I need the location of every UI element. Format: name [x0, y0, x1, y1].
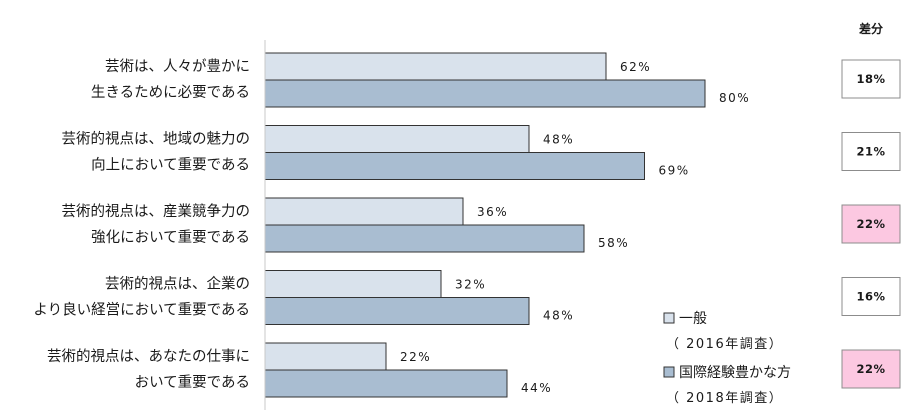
bar-value-label: 48% [543, 133, 574, 147]
difference-value: 22% [856, 362, 885, 376]
category-label: 芸術的視点は、産業競争力の [62, 202, 251, 220]
legend-swatch [663, 366, 675, 378]
difference-box [841, 349, 901, 389]
bars: 62% 80% 48% 69% 36% 58% 32% 48% 22% 44% [264, 52, 750, 398]
bar-value-label: 48% [543, 309, 574, 323]
difference-box [841, 204, 901, 244]
bar-value-label: 62% [620, 60, 651, 74]
category-label: おいて重要である [135, 374, 250, 391]
difference-title: 差分 [858, 21, 883, 36]
bar-value-label: 69% [659, 164, 690, 178]
legend-series-name: 国際経験豊かな方 [679, 365, 791, 381]
bar-general [264, 197, 464, 226]
legend-series-sub: （ 2018年調査） [666, 391, 783, 406]
category-label: 芸術的視点は、地域の魅力の [62, 131, 251, 148]
legend: 一般 （ 2016年調査） 国際経験豊かな方 （ 2018年調査） [663, 311, 791, 406]
bar-general [264, 52, 607, 81]
difference-value: 16% [856, 290, 885, 304]
difference-value: 22% [856, 217, 885, 231]
bar-international [264, 369, 508, 398]
bar-value-label: 22% [400, 350, 431, 364]
category-label: より良い経営において重要である [33, 302, 250, 319]
category-label: 向上において重要である [91, 157, 250, 174]
category-label: 芸術は、人々が豊かに [105, 58, 250, 75]
category-labels: 芸術は、人々が豊かに生きるために必要である芸術的視点は、地域の魅力の向上において… [33, 58, 250, 391]
legend-swatch [663, 312, 675, 324]
bar-value-label: 44% [521, 381, 552, 395]
category-label: 生きるために必要である [91, 84, 250, 101]
category-label: 芸術的視点は、企業の [105, 275, 250, 293]
bar-international [264, 297, 530, 325]
difference-box [841, 277, 901, 316]
bar-international [264, 79, 706, 108]
bar-general [264, 125, 530, 153]
difference-value: 21% [856, 145, 885, 159]
category-label: 強化において重要である [91, 229, 250, 246]
bar-international [264, 152, 645, 180]
difference-box [841, 132, 901, 171]
bar-value-label: 80% [719, 91, 750, 105]
difference-box [841, 59, 901, 99]
category-label: 芸術的視点は、あなたの仕事に [47, 348, 250, 365]
difference-column: 差分 18% 21% 22% 16% 22% [841, 21, 901, 389]
bar-general [264, 342, 387, 371]
difference-value: 18% [856, 72, 885, 86]
bar-general [264, 270, 442, 298]
bar-value-label: 58% [598, 236, 629, 250]
bar-international [264, 224, 585, 253]
legend-series-name: 一般 [679, 311, 707, 327]
bar-value-label: 36% [477, 205, 508, 219]
legend-series-sub: （ 2016年調査） [666, 337, 783, 352]
bar-value-label: 32% [455, 278, 486, 292]
